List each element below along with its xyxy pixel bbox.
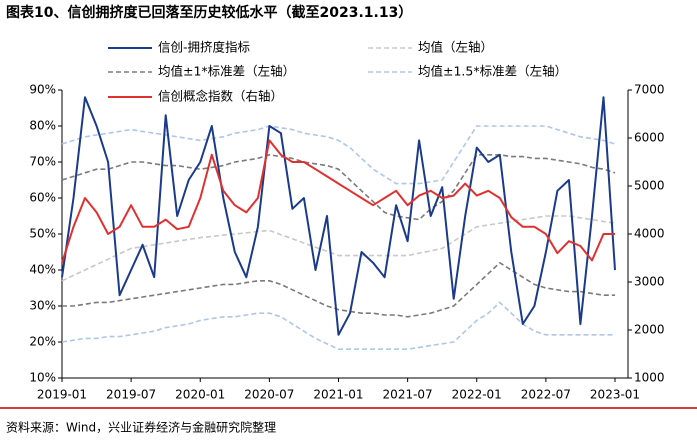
- y-tick-label: 60%: [29, 191, 56, 205]
- axes-frame: [61, 90, 629, 379]
- source-note: 资料来源：Wind，兴业证券经济与金融研究院整理: [6, 420, 276, 435]
- y2-tick-label: 3000: [634, 275, 665, 289]
- x-tick-label: 2020-07: [244, 388, 294, 402]
- series-line: [61, 96, 616, 336]
- y2-tick-label: 4000: [634, 227, 665, 241]
- series-line: [61, 154, 616, 221]
- series-line: [61, 215, 616, 282]
- y2-tick-label: 1000: [634, 371, 665, 385]
- y2-tick-label: 5000: [634, 179, 665, 193]
- x-tick-label: 2019-01: [37, 388, 87, 402]
- y-tick-label: 70%: [29, 155, 56, 169]
- x-tick-label: 2022-01: [452, 388, 502, 402]
- x-tick-label: 2021-01: [313, 388, 363, 402]
- y-tick-label: 80%: [29, 119, 56, 133]
- series-line: [62, 262, 615, 318]
- y-tick-label: 10%: [29, 371, 56, 385]
- x-tick-label: 2022-07: [521, 388, 571, 402]
- legend-label: 信创概念指数（右轴）: [158, 89, 283, 104]
- y2-tick-label: 2000: [634, 323, 665, 337]
- y-tick-label: 50%: [29, 227, 56, 241]
- y-tick-label: 90%: [29, 83, 56, 97]
- y-tick-label: 20%: [29, 335, 56, 349]
- chart-title: 图表10、信创拥挤度已回落至历史较低水平（截至2023.1.13）: [6, 4, 412, 21]
- legend-label: 信创-拥挤度指标: [158, 40, 250, 55]
- legend-label: 均值±1*标准差（左轴）: [158, 64, 295, 79]
- x-tick-label: 2021-07: [383, 388, 433, 402]
- y-tick-label: 40%: [29, 263, 56, 277]
- y-tick-label: 30%: [29, 299, 56, 313]
- series-line: [61, 139, 615, 264]
- x-tick-label: 2019-07: [106, 388, 156, 402]
- series-line: [61, 125, 616, 185]
- x-tick-label: 2023-01: [590, 388, 640, 402]
- y2-tick-label: 7000: [634, 83, 665, 97]
- y2-tick-label: 6000: [634, 131, 665, 145]
- x-tick-label: 2020-01: [175, 388, 225, 402]
- legend: 信创-拥挤度指标 均值（左轴） 均值±1*标准差（左轴） 均值±1.5*标准差（左轴）…: [108, 40, 567, 104]
- legend-label: 均值±1.5*标准差（左轴）: [418, 64, 567, 79]
- legend-label: 均值（左轴）: [418, 40, 493, 55]
